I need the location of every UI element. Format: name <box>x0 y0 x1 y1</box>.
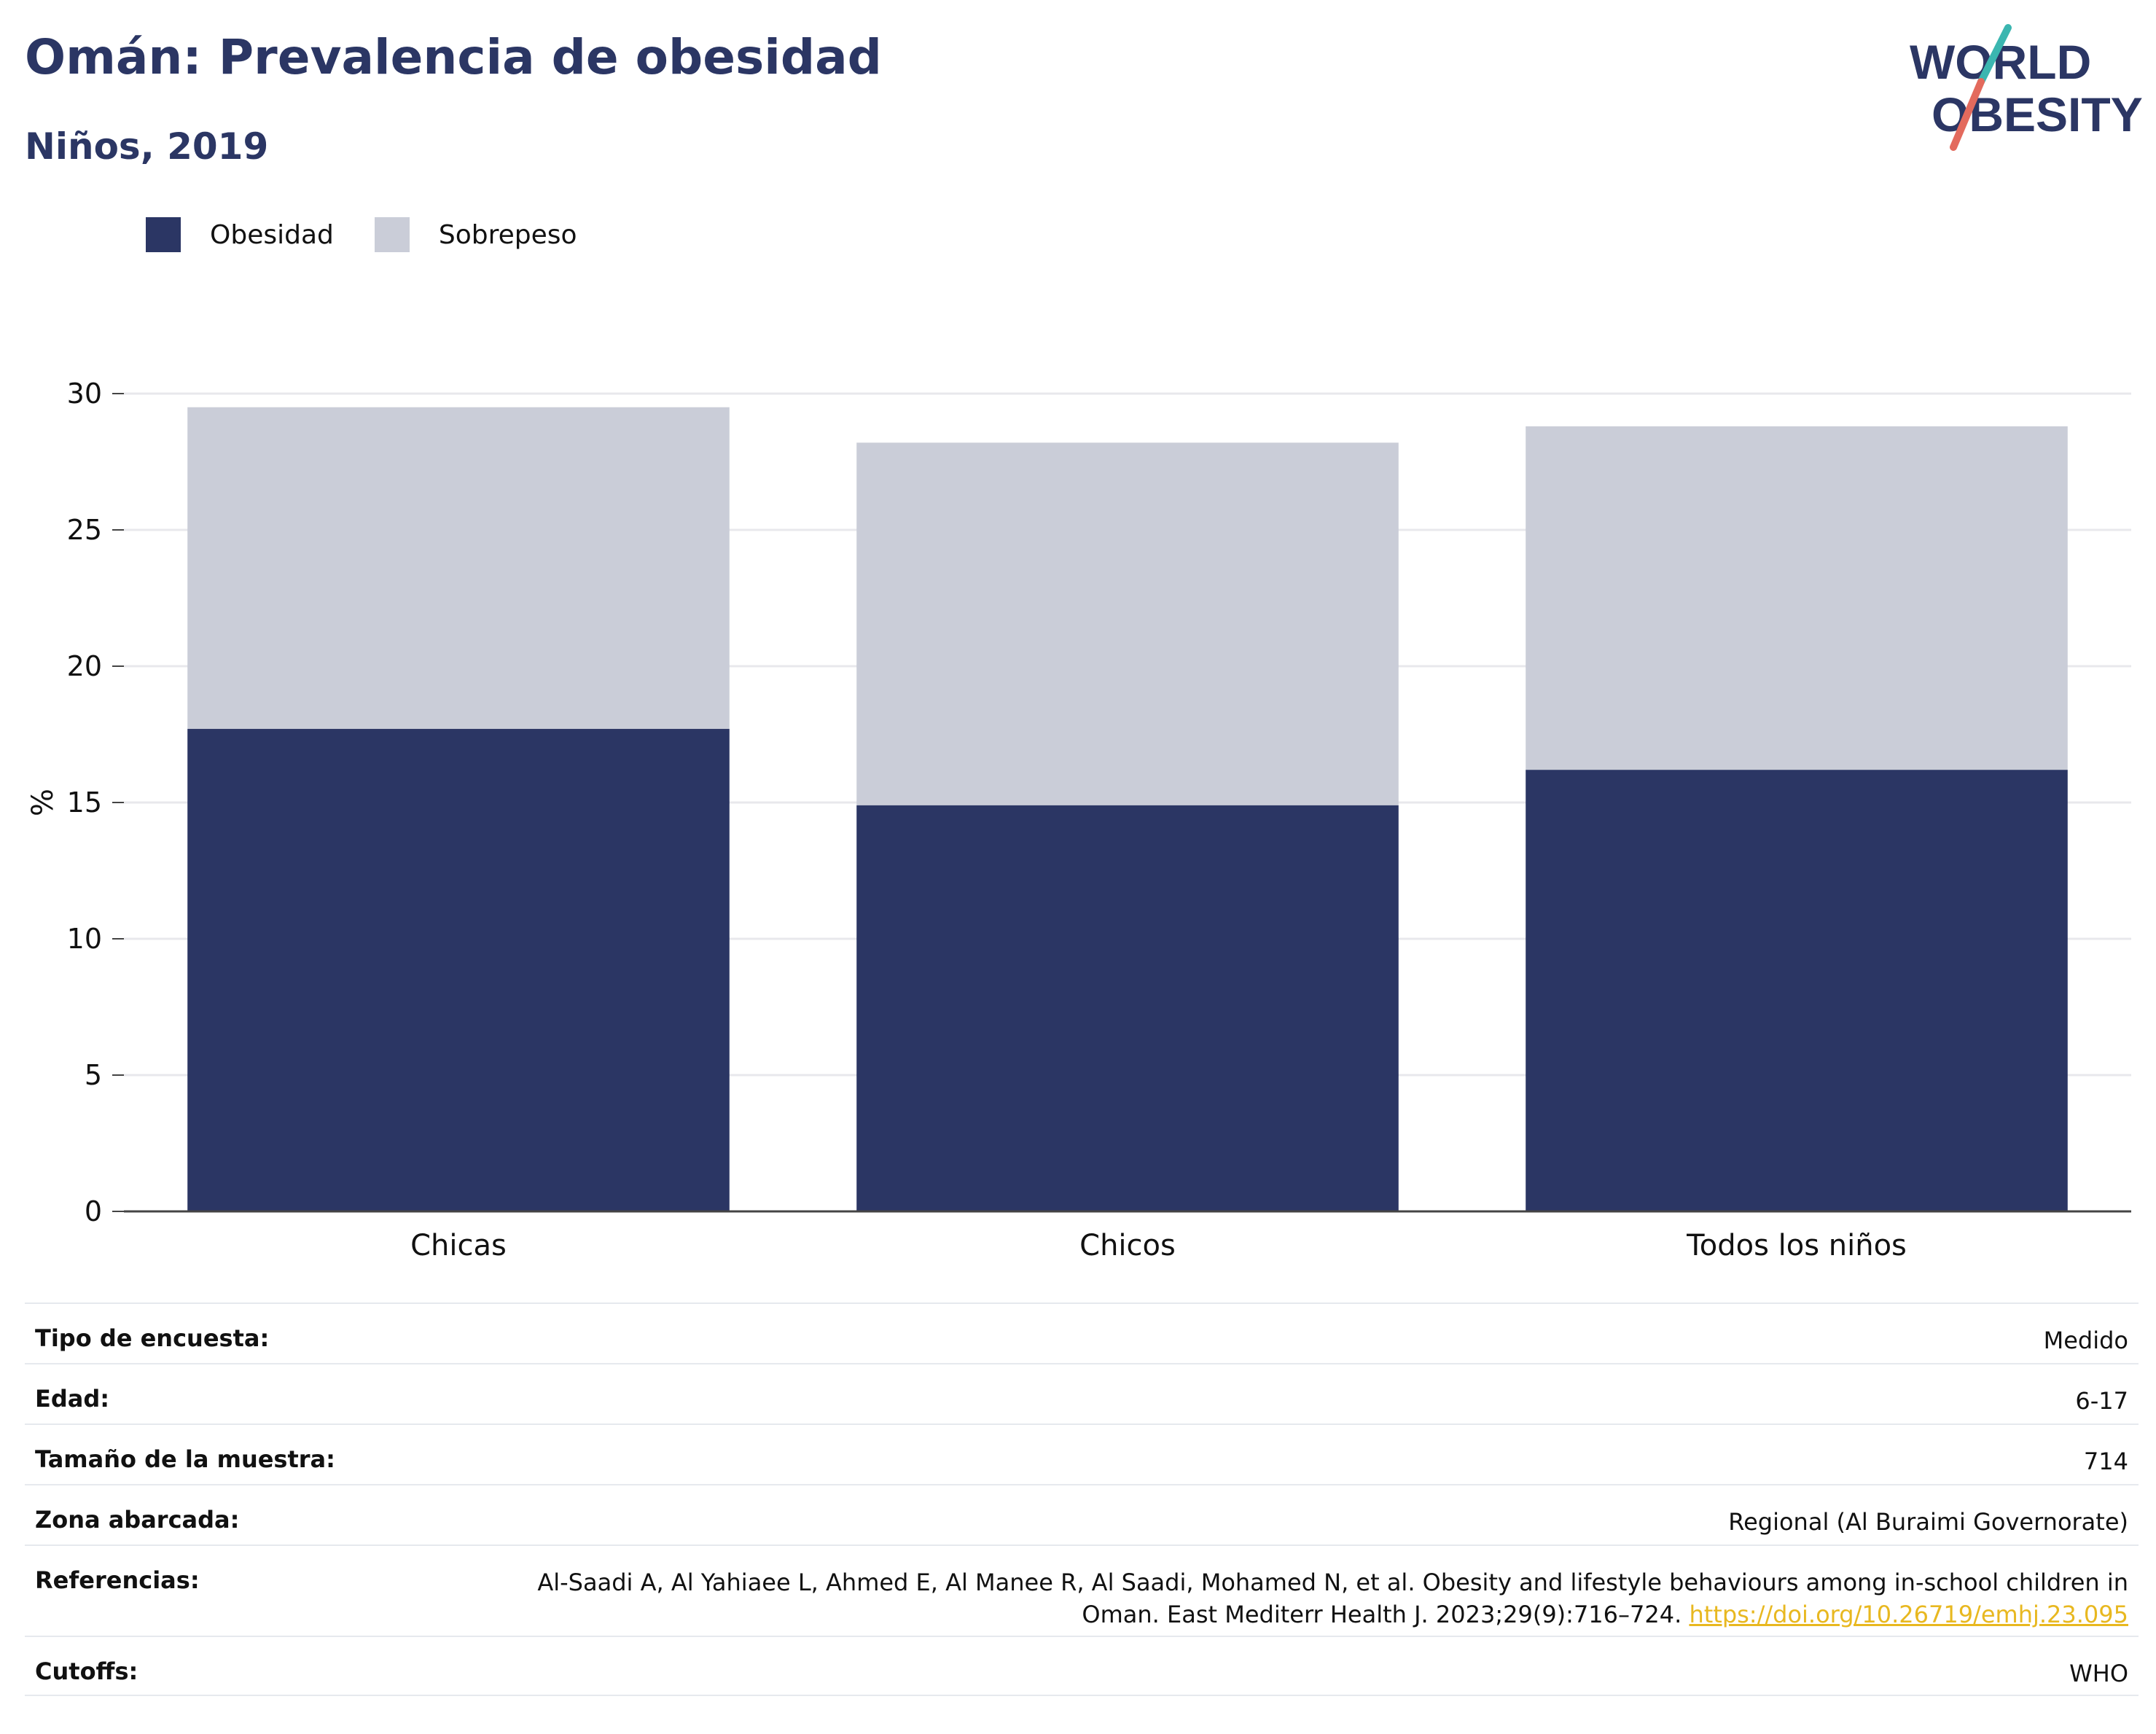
x-tick-label: Chicos <box>1079 1229 1176 1262</box>
info-value: Regional (Al Buraimi Governorate) <box>1728 1508 2128 1536</box>
info-row-tipo: Tipo de encuesta: Medido <box>25 1303 2139 1363</box>
info-row-muestra: Tamaño de la muestra: 714 <box>25 1423 2139 1484</box>
info-label: Zona abarcada: <box>35 1506 240 1534</box>
world-obesity-logo: WORLD OBESITY <box>1910 24 2143 151</box>
logo-slash-teal <box>1977 24 2012 85</box>
x-tick-label: Todos los niños <box>1686 1229 1907 1262</box>
legend-label-obesidad: Obesidad <box>210 219 334 250</box>
legend-label-sobrepeso: Sobrepeso <box>438 219 577 250</box>
bar-obesidad-2 <box>1526 770 2068 1211</box>
info-label: Tipo de encuesta: <box>35 1324 270 1352</box>
info-label: Cutoffs: <box>35 1657 138 1685</box>
x-tick-label: Chicas <box>410 1229 507 1262</box>
legend-swatch-sobrepeso <box>374 217 410 252</box>
info-value: 6-17 <box>2075 1387 2128 1415</box>
y-tick-label: 20 <box>67 650 102 682</box>
info-value: 714 <box>2083 1448 2128 1475</box>
bar-obesidad-0 <box>187 729 730 1211</box>
info-label: Edad: <box>35 1385 110 1413</box>
y-tick-label: 0 <box>85 1195 102 1227</box>
chart-title: Omán: Prevalencia de obesidad <box>25 29 882 85</box>
reference-doi-link[interactable]: https://doi.org/10.26719/emhj.23.095 <box>1689 1601 2128 1628</box>
info-row-edad: Edad: 6-17 <box>25 1363 2139 1423</box>
info-row-referencias: Referencias: Al-Saadi A, Al Yahiaee L, A… <box>25 1544 2139 1636</box>
info-row-cutoffs: Cutoffs: WHO <box>25 1636 2139 1696</box>
logo-slash-coral <box>1950 78 1985 151</box>
info-label: Referencias: <box>35 1566 200 1594</box>
y-tick-label: 10 <box>67 923 102 955</box>
y-tick-label: 15 <box>67 786 102 819</box>
info-label: Tamaño de la muestra: <box>35 1445 335 1473</box>
info-row-zona: Zona abarcada: Regional (Al Buraimi Gove… <box>25 1484 2139 1544</box>
legend-swatch-obesidad <box>146 217 181 252</box>
chart-legend: Obesidad Sobrepeso <box>146 217 618 252</box>
y-tick-label: 5 <box>85 1059 102 1091</box>
y-axis-label: % <box>26 789 60 816</box>
chart-subtitle: Niños, 2019 <box>25 125 269 168</box>
legend-item-sobrepeso[interactable]: Sobrepeso <box>374 217 577 252</box>
info-value: WHO <box>2069 1660 2128 1687</box>
bar-sobrepeso-2 <box>1526 426 2068 770</box>
y-tick-label: 30 <box>67 378 102 410</box>
survey-info-table: Tipo de encuesta: Medido Edad: 6-17 Tama… <box>25 1303 2139 1696</box>
info-value: Medido <box>2043 1327 2128 1354</box>
y-tick-label: 25 <box>67 514 102 546</box>
info-value-reference: Al-Saadi A, Al Yahiaee L, Ahmed E, Al Ma… <box>525 1566 2128 1630</box>
legend-item-obesidad[interactable]: Obesidad <box>146 217 334 252</box>
stacked-bar-chart: 0 5 10 15 20 25 30% Chicas Chicos Todos los niños <box>26 378 2131 1262</box>
bar-sobrepeso-0 <box>187 407 730 730</box>
reference-text: Al-Saadi A, Al Yahiaee L, Ahmed E, Al Ma… <box>537 1569 2128 1628</box>
bar-obesidad-1 <box>856 805 1399 1211</box>
bar-sobrepeso-1 <box>856 442 1399 805</box>
